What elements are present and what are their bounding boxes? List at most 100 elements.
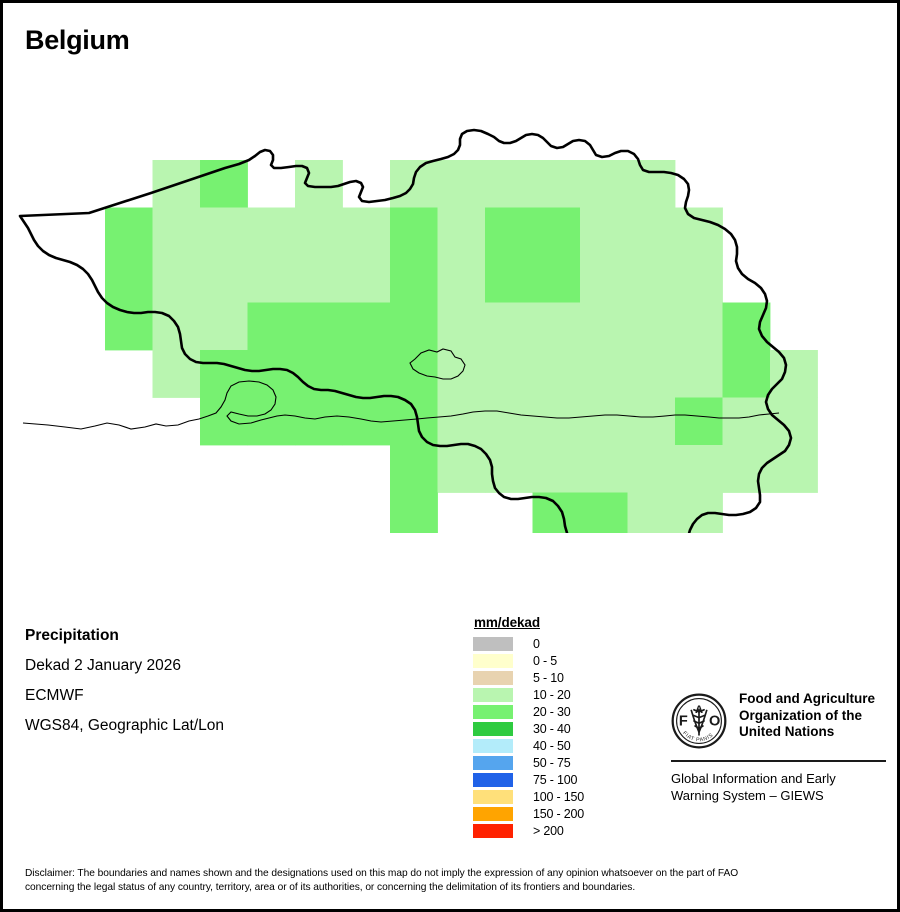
legend-swatch bbox=[473, 704, 513, 719]
precipitation-cell bbox=[390, 350, 438, 398]
precipitation-cell bbox=[200, 255, 248, 303]
map-info-block: Precipitation Dekad 2 January 2026 ECMWF… bbox=[25, 621, 224, 741]
precipitation-cell bbox=[485, 397, 533, 446]
legend-label: 5 - 10 bbox=[533, 670, 564, 685]
precipitation-cell bbox=[295, 302, 343, 351]
info-dekad: Dekad 2 January 2026 bbox=[25, 657, 181, 674]
precipitation-cell bbox=[770, 350, 818, 398]
legend-swatch bbox=[473, 670, 513, 685]
legend-row: 0 - 5 bbox=[473, 652, 584, 669]
legend-row: > 200 bbox=[473, 822, 584, 839]
precipitation-cell bbox=[532, 160, 581, 208]
map-canvas bbox=[3, 113, 897, 533]
brussels-enclave-outline bbox=[409, 348, 466, 380]
svg-text:F: F bbox=[679, 713, 688, 729]
legend-rows: 0 0 - 5 5 - 10 10 - 20 20 - 30 30 - 40 40 - 50… bbox=[473, 635, 584, 839]
precipitation-cell bbox=[532, 302, 581, 351]
precipitation-cell bbox=[152, 255, 201, 303]
precipitation-cell bbox=[437, 302, 486, 351]
legend-row: 20 - 30 bbox=[473, 703, 584, 720]
giews-line-1: Global Information and Early bbox=[671, 771, 836, 786]
legend-row: 100 - 150 bbox=[473, 788, 584, 805]
precipitation-cell bbox=[437, 445, 486, 493]
precipitation-cell bbox=[152, 207, 201, 256]
page-title: Belgium bbox=[25, 25, 130, 55]
precipitation-cell bbox=[580, 445, 628, 493]
legend-label: 150 - 200 bbox=[533, 806, 585, 821]
precipitation-cell bbox=[580, 492, 628, 533]
precipitation-cell bbox=[390, 397, 438, 446]
precipitation-cell bbox=[485, 350, 533, 398]
fao-name-line-2: Organization of the bbox=[739, 707, 862, 723]
precipitation-cell bbox=[437, 397, 486, 446]
legend-title: mm/dekad bbox=[474, 615, 540, 630]
precipitation-cell bbox=[532, 207, 581, 256]
legend: mm/dekad 0 0 - 5 5 - 10 10 - 20 20 - 30 30 - … bbox=[473, 615, 584, 839]
fao-logo-icon: F A O FIAT PANIS bbox=[671, 693, 727, 749]
legend-label: 0 - 5 bbox=[533, 653, 558, 668]
internal-boundary-layer bbox=[22, 348, 780, 430]
precipitation-cell bbox=[675, 302, 723, 351]
info-source: ECMWF bbox=[25, 687, 84, 704]
precipitation-cell bbox=[342, 302, 391, 351]
legend-swatch bbox=[473, 721, 513, 736]
legend-label: 50 - 75 bbox=[533, 755, 571, 770]
precipitation-cell bbox=[437, 350, 486, 398]
disclaimer: Disclaimer: The boundaries and names sho… bbox=[25, 867, 865, 895]
legend-swatch bbox=[473, 823, 513, 838]
fao-name-line-1: Food and Agriculture bbox=[739, 691, 875, 706]
svg-text:A: A bbox=[695, 704, 703, 716]
legend-swatch bbox=[473, 772, 513, 787]
precipitation-cell bbox=[532, 445, 581, 493]
precipitation-cell bbox=[295, 207, 343, 256]
precipitation-cell bbox=[627, 160, 676, 208]
precipitation-cell bbox=[580, 207, 628, 256]
legend-row: 10 - 20 bbox=[473, 686, 584, 703]
precipitation-cell bbox=[627, 397, 676, 446]
legend-row: 40 - 50 bbox=[473, 737, 584, 754]
legend-row: 50 - 75 bbox=[473, 754, 584, 771]
precipitation-cell bbox=[485, 207, 533, 256]
giews-label: Global Information and Early Warning Sys… bbox=[671, 770, 886, 804]
precipitation-cell bbox=[722, 302, 771, 351]
precipitation-cell bbox=[770, 445, 818, 493]
legend-swatch bbox=[473, 653, 513, 668]
precipitation-cell bbox=[627, 302, 676, 351]
precipitation-cell bbox=[437, 160, 486, 208]
precipitation-cell bbox=[105, 302, 153, 351]
fao-name-line-3: United Nations bbox=[739, 724, 835, 739]
precipitation-cell bbox=[390, 255, 438, 303]
legend-row: 75 - 100 bbox=[473, 771, 584, 788]
precipitation-cell bbox=[295, 397, 343, 446]
precipitation-cell bbox=[580, 302, 628, 351]
fao-divider bbox=[671, 760, 886, 762]
info-heading: Precipitation bbox=[25, 627, 119, 644]
precipitation-cell bbox=[247, 302, 296, 351]
precipitation-cell bbox=[437, 207, 486, 256]
legend-swatch bbox=[473, 687, 513, 702]
precipitation-cell bbox=[580, 255, 628, 303]
disclaimer-line-2: concerning the legal status of any count… bbox=[25, 882, 636, 893]
precipitation-cell bbox=[485, 160, 533, 208]
precipitation-cell bbox=[627, 350, 676, 398]
precipitation-cell bbox=[532, 255, 581, 303]
precipitation-cell bbox=[675, 350, 723, 398]
legend-label: 100 - 150 bbox=[533, 789, 585, 804]
precipitation-cell bbox=[580, 397, 628, 446]
precipitation-cell bbox=[390, 207, 438, 256]
legend-label: > 200 bbox=[533, 823, 564, 838]
precipitation-cell bbox=[580, 350, 628, 398]
precipitation-cell bbox=[675, 445, 723, 493]
svg-text:O: O bbox=[709, 713, 720, 729]
legend-label: 75 - 100 bbox=[533, 772, 578, 787]
precipitation-cell bbox=[580, 160, 628, 208]
legend-label: 10 - 20 bbox=[533, 687, 571, 702]
precipitation-cell bbox=[532, 350, 581, 398]
precipitation-cell bbox=[342, 350, 391, 398]
precipitation-cell bbox=[342, 207, 391, 256]
fao-block: F A O FIAT PANIS Food and Agriculture Or… bbox=[671, 691, 886, 804]
legend-row: 0 bbox=[473, 635, 584, 652]
legend-swatch bbox=[473, 755, 513, 770]
legend-row: 5 - 10 bbox=[473, 669, 584, 686]
